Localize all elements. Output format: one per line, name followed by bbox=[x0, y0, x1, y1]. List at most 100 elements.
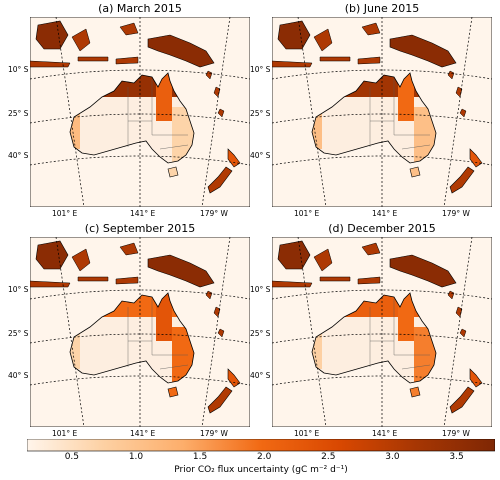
latitude-line bbox=[30, 69, 250, 80]
panel-june: (b) June 2015 10° S 25° S 40° S 101° E 141° … bbox=[250, 2, 492, 230]
colorbar-tick: 1.5 bbox=[192, 452, 208, 462]
longitude-line bbox=[201, 237, 231, 427]
nz-south-island bbox=[207, 166, 233, 194]
latitude-label: 25° S bbox=[8, 109, 29, 118]
colorbar-label: Prior CO₂ flux uncertainty (gC m⁻² d⁻¹) bbox=[174, 465, 348, 475]
new-guinea bbox=[389, 34, 457, 68]
longitude-label: 101° E bbox=[294, 429, 320, 438]
uncertainty-region bbox=[312, 333, 322, 369]
longitude-line bbox=[297, 237, 327, 427]
longitude-label: 101° E bbox=[52, 429, 78, 438]
longitude-label: 179° W bbox=[442, 209, 470, 218]
latitude-label: 10° S bbox=[8, 285, 29, 294]
island bbox=[319, 56, 351, 62]
map bbox=[30, 17, 250, 207]
longitude-label: 141° E bbox=[130, 209, 156, 218]
longitude-label: 179° W bbox=[442, 429, 470, 438]
uncertainty-region bbox=[398, 73, 414, 121]
longitude-line bbox=[443, 17, 473, 207]
island bbox=[205, 290, 213, 300]
latitude-line bbox=[272, 375, 492, 386]
panel-title: (b) June 2015 bbox=[344, 2, 420, 15]
island bbox=[313, 248, 333, 272]
colorbar: Prior CO₂ flux uncertainty (gC m⁻² d⁻¹) … bbox=[26, 438, 496, 480]
tasmania bbox=[167, 386, 179, 398]
map bbox=[272, 237, 492, 427]
island bbox=[30, 60, 71, 68]
uncertainty-region bbox=[156, 293, 172, 341]
island bbox=[77, 276, 109, 282]
longitude-label: 179° W bbox=[200, 209, 228, 218]
tasmania bbox=[409, 386, 421, 398]
island bbox=[119, 22, 139, 36]
state-border bbox=[159, 364, 189, 370]
longitude-label: 141° E bbox=[372, 429, 398, 438]
island bbox=[30, 280, 71, 288]
longitude-line bbox=[443, 237, 473, 427]
colorbar-tick: 2.5 bbox=[321, 452, 336, 462]
map bbox=[272, 17, 492, 207]
panel-march: (a) March 2015 10° S 25° S 40° S 101° E 141°… bbox=[8, 2, 250, 230]
uncertainty-region bbox=[398, 293, 414, 341]
latitude-line bbox=[272, 155, 492, 166]
tasmania bbox=[167, 166, 179, 178]
longitude-label: 141° E bbox=[130, 429, 156, 438]
colorbar-tick: 0.5 bbox=[64, 452, 80, 462]
longitude-line bbox=[297, 17, 327, 207]
panel-title: (d) December 2015 bbox=[328, 222, 436, 235]
latitude-label: 25° S bbox=[8, 329, 29, 338]
latitude-label: 40° S bbox=[8, 371, 29, 380]
panel-title: (c) September 2015 bbox=[84, 222, 196, 235]
latitude-line bbox=[30, 289, 250, 300]
latitude-label: 10° S bbox=[250, 65, 271, 74]
coastline bbox=[311, 292, 437, 384]
island bbox=[272, 280, 313, 288]
uncertainty-region bbox=[70, 113, 80, 149]
colorbar-tick: 2.0 bbox=[257, 452, 272, 462]
longitude-line bbox=[55, 237, 85, 427]
latitude-line bbox=[272, 69, 492, 80]
nz-south-island bbox=[207, 386, 233, 414]
new-guinea bbox=[389, 254, 457, 288]
latitude-line bbox=[272, 113, 492, 124]
coastline bbox=[311, 72, 437, 164]
island bbox=[357, 276, 381, 285]
latitude-line bbox=[30, 113, 250, 124]
longitude-label: 101° E bbox=[294, 209, 320, 218]
state-border bbox=[401, 364, 431, 370]
latitude-label: 40° S bbox=[250, 151, 271, 160]
latitude-line bbox=[272, 333, 492, 344]
island bbox=[459, 328, 467, 338]
latitude-line bbox=[272, 289, 492, 300]
state-border bbox=[401, 144, 431, 150]
panel-title: (a) March 2015 bbox=[98, 2, 182, 15]
latitude-label: 10° S bbox=[250, 285, 271, 294]
latitude-label: 25° S bbox=[250, 329, 271, 338]
longitude-line bbox=[201, 17, 231, 207]
island bbox=[71, 248, 91, 272]
colorbar-tick: 3.0 bbox=[385, 452, 400, 462]
tasmania bbox=[409, 166, 421, 178]
nz-south-island bbox=[449, 166, 475, 194]
latitude-line bbox=[30, 333, 250, 344]
colorbar-tick: 1.0 bbox=[128, 452, 144, 462]
island bbox=[459, 108, 467, 118]
colorbar-gradient bbox=[26, 438, 496, 452]
nz-south-island bbox=[449, 386, 475, 414]
state-border bbox=[159, 144, 189, 150]
uncertainty-region bbox=[70, 333, 80, 369]
island bbox=[115, 56, 139, 65]
island bbox=[115, 276, 139, 285]
longitude-line bbox=[55, 17, 85, 207]
new-guinea bbox=[147, 254, 215, 288]
latitude-label: 40° S bbox=[8, 151, 29, 160]
island bbox=[205, 70, 213, 80]
island bbox=[272, 60, 313, 68]
coastline bbox=[69, 72, 195, 164]
new-guinea bbox=[147, 34, 215, 68]
coastline bbox=[69, 292, 195, 384]
island bbox=[319, 276, 351, 282]
island bbox=[217, 328, 225, 338]
uncertainty-region bbox=[312, 113, 322, 149]
island bbox=[217, 108, 225, 118]
